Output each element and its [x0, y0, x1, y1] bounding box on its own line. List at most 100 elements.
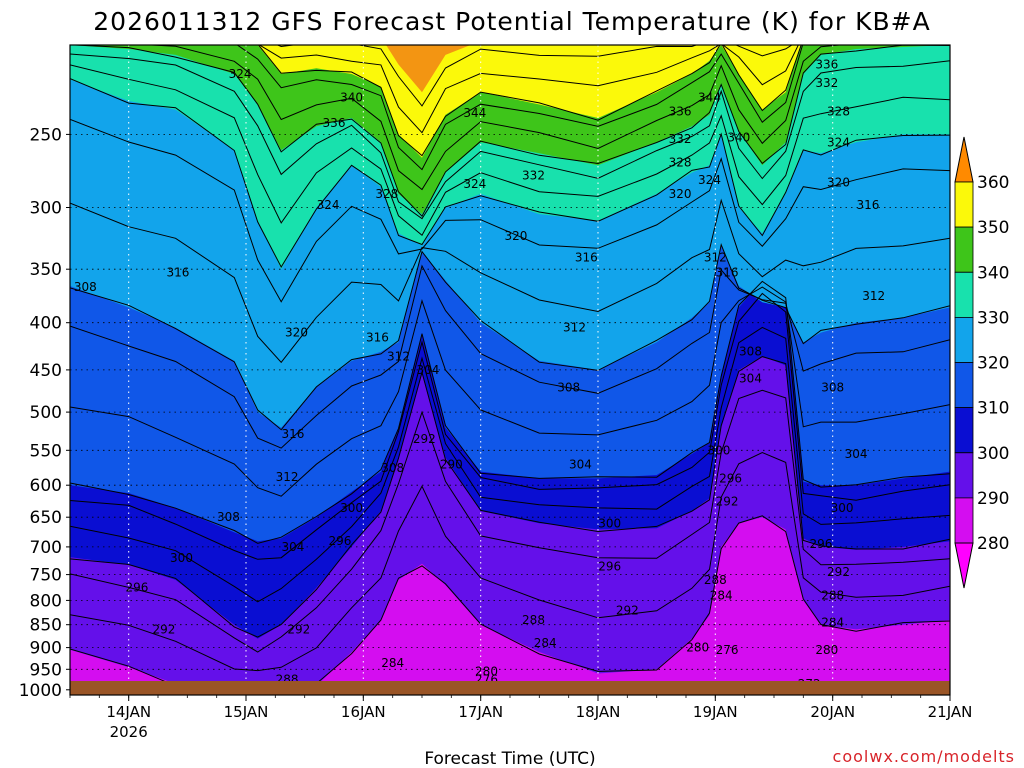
- contour-label: 280: [475, 664, 498, 678]
- contour-label: 324: [317, 198, 340, 212]
- isentrope-308: [70, 264, 950, 449]
- contour-label: 312: [862, 289, 885, 303]
- contour-label: 292: [413, 432, 436, 446]
- x-tick-label: 14JAN: [106, 703, 151, 721]
- contour-label: 292: [716, 495, 739, 509]
- colorbar-label: 330: [977, 308, 1009, 328]
- isentrope-294: [70, 326, 950, 603]
- contour-label: 304: [416, 363, 439, 377]
- contour-label: 328: [375, 187, 398, 201]
- contour-label: 304: [845, 447, 868, 461]
- isentrope-320: [70, 78, 950, 269]
- colorbar: 360 350 340 330 320 310 300 290 280: [954, 136, 1009, 589]
- colorbar-swatch: [954, 497, 974, 544]
- isentrope-324: [70, 64, 950, 236]
- y-tick-label: 450: [30, 361, 62, 381]
- contour-label: 316: [366, 331, 389, 345]
- y-tick-label: 1000: [19, 681, 62, 701]
- isentrope-300: [70, 280, 950, 544]
- isentrope-280: [70, 515, 950, 695]
- isentrope-344: [258, 45, 799, 134]
- y-tick-label: 500: [30, 403, 62, 423]
- contour-label: 308: [74, 280, 97, 294]
- contour-label: 324: [463, 177, 486, 191]
- isentrope-348: [276, 45, 793, 107]
- contour-label: 316: [856, 198, 879, 212]
- colorbar-label: 290: [977, 489, 1009, 509]
- contour-label: 320: [669, 187, 692, 201]
- y-tick-label: 950: [30, 660, 62, 680]
- contour-label: 292: [827, 565, 850, 579]
- isentrope-338: [236, 45, 804, 171]
- contour-label: 308: [217, 510, 240, 524]
- contour-label: 296: [809, 537, 832, 551]
- contour-label: 300: [170, 551, 193, 565]
- x-tick-label: 16JAN: [341, 703, 386, 721]
- y-axis: 250 300 350 400 450 500 550 600 650 700 750 800 850 9…: [19, 125, 70, 701]
- contour-label: 336: [815, 58, 838, 72]
- x-tick-label: 17JAN: [458, 703, 503, 721]
- contour-label: 292: [152, 622, 175, 636]
- isentrope-318: [70, 118, 950, 303]
- contour-label: 312: [276, 470, 299, 484]
- colorbar-swatch: [954, 316, 974, 363]
- y-tick-label: 800: [30, 591, 62, 611]
- contour-label: 284: [381, 656, 404, 670]
- plot-area: 324 340 336 344 332 324 328 324 320 336 344 340 332 3…: [70, 45, 950, 695]
- colorbar-label: 340: [977, 263, 1009, 283]
- contour-label: 340: [727, 131, 750, 145]
- x-tick-label: 19JAN: [693, 703, 738, 721]
- contour-label: 300: [831, 501, 854, 515]
- contour-label: 288: [821, 588, 844, 602]
- contour-label: 324: [698, 173, 721, 187]
- contour-label: 328: [827, 104, 850, 118]
- surface-terrain: [70, 681, 950, 695]
- contour-label: 336: [323, 116, 346, 130]
- isentrope-290: [70, 356, 950, 638]
- contour-label: 316: [575, 251, 598, 265]
- x-tick-label: 20JAN: [810, 703, 855, 721]
- isentrope-298: [70, 292, 950, 560]
- contour-label: 324: [229, 67, 252, 81]
- colorbar-swatch: [954, 181, 974, 228]
- isentrope-310: [70, 242, 950, 431]
- source-credit: coolwx.com/modelts: [833, 747, 1015, 766]
- chart-title: 2026011312 GFS Forecast Potential Temper…: [93, 7, 930, 36]
- colorbar-label: 280: [977, 534, 1009, 554]
- contour-label: 336: [669, 104, 692, 118]
- isentrope-328: [70, 53, 950, 220]
- x-tick-label: 18JAN: [576, 703, 621, 721]
- isentrope-334: [141, 45, 908, 191]
- contour-label: 304: [569, 458, 592, 472]
- contour-label: 312: [387, 349, 410, 363]
- contour-label: 276: [716, 643, 739, 657]
- colorbar-swatch: [954, 226, 974, 273]
- colorbar-top-arrow: [954, 136, 974, 183]
- colorbar-label: 360: [977, 173, 1009, 193]
- contour-label: 304: [739, 372, 762, 386]
- y-tick-label: 700: [30, 538, 62, 558]
- contour-label: 332: [522, 169, 545, 183]
- contour-label: 308: [381, 461, 404, 475]
- contour-label: 292: [616, 603, 639, 617]
- y-tick-label: 600: [30, 476, 62, 496]
- y-tick-label: 750: [30, 566, 62, 586]
- x-tick-label: 15JAN: [224, 703, 269, 721]
- contour-label: 312: [563, 321, 586, 335]
- contour-label: 328: [669, 155, 692, 169]
- colorbar-bottom-arrow: [954, 542, 974, 589]
- contour-label: 344: [698, 91, 721, 105]
- contour-label: 284: [821, 615, 844, 629]
- isentrope-284: [70, 452, 950, 672]
- contour-label: 292: [287, 622, 310, 636]
- contour-label: 308: [821, 380, 844, 394]
- temperature-bands: [70, 45, 950, 695]
- contour-label: 340: [340, 91, 363, 105]
- x-tick-label: 21JAN: [928, 703, 973, 721]
- contour-label: 320: [827, 176, 850, 190]
- contour-label: 280: [815, 643, 838, 657]
- isentrope-330: [70, 45, 950, 217]
- contour-label: 320: [285, 326, 308, 340]
- y-tick-label: 300: [30, 199, 62, 219]
- contour-label: 284: [534, 636, 557, 650]
